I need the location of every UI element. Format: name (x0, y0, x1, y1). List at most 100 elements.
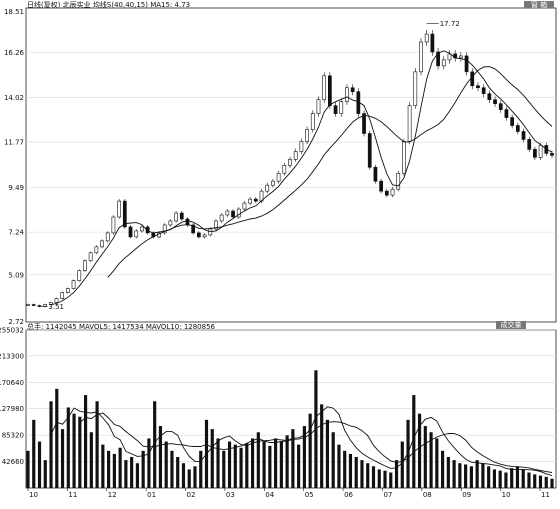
price-candle (162, 224, 167, 234)
volume-bar (383, 470, 387, 488)
volume-bar (487, 466, 491, 488)
volume-bar (250, 438, 255, 488)
volume-bar (216, 438, 220, 488)
volume-bar (141, 450, 145, 488)
volume-tick-label: 255032 (0, 327, 24, 335)
price-candle (333, 105, 338, 114)
price-tick-label: 9.49 (8, 184, 24, 192)
volume-bar (406, 419, 410, 488)
price-candle (168, 220, 173, 226)
price-candle (521, 131, 526, 140)
x-tick-label: 02 (187, 491, 196, 499)
volume-bar (412, 395, 416, 488)
price-candle (225, 210, 230, 216)
price-candle (202, 234, 207, 238)
x-tick-label: 09 (462, 491, 471, 499)
volume-bar (49, 401, 53, 488)
volume-header-text: 总手: 1142045 MAVOL5: 1417534 MAVOL10: 128… (27, 322, 216, 331)
price-candle (128, 226, 133, 238)
volume-bar (37, 441, 42, 488)
window-toggle-button[interactable] (524, 1, 554, 8)
volume-bar (550, 478, 554, 488)
volume-bar (458, 463, 462, 488)
price-tick-label: 18.51 (4, 8, 24, 16)
price-candle (373, 166, 378, 182)
price-candle (197, 232, 201, 238)
price-candle (527, 139, 532, 150)
price-candle (379, 180, 383, 192)
price-candle (236, 208, 241, 218)
price-candle (185, 218, 190, 226)
price-candle (66, 288, 70, 293)
price-candle (276, 172, 281, 182)
price-candle (367, 133, 372, 168)
volume-bar (441, 450, 445, 488)
volume-bar (337, 444, 341, 488)
price-candle (515, 125, 520, 132)
volume-bar (475, 460, 479, 488)
price-candle (481, 87, 486, 95)
volume-bar (515, 466, 520, 488)
price-candle (248, 198, 252, 204)
price-candle (60, 292, 65, 299)
price-candle (282, 164, 287, 174)
volume-bar (533, 474, 537, 488)
volume-bar (498, 470, 502, 488)
volume-indicator-button[interactable] (496, 321, 526, 329)
price-candle (77, 270, 82, 281)
volume-bar (423, 426, 427, 488)
price-candle (174, 212, 178, 222)
price-candle (310, 113, 315, 130)
volume-bar (130, 457, 134, 488)
volume-bar (481, 463, 485, 488)
price-candle (231, 210, 235, 218)
price-candle (498, 103, 503, 110)
volume-bar (389, 472, 393, 488)
volume-bar (176, 457, 180, 488)
price-candle (396, 172, 401, 190)
volume-bar (354, 457, 358, 488)
volume-bar (446, 457, 450, 488)
price-candle (316, 99, 321, 114)
volume-bar (452, 460, 456, 488)
price-candle (419, 41, 423, 73)
x-tick-label: 10 (502, 491, 511, 499)
volume-bar (199, 450, 203, 488)
volume-bar (343, 450, 347, 488)
price-candle (436, 51, 440, 67)
price-candle (424, 33, 429, 43)
x-tick-label: 11 (541, 491, 550, 499)
price-candle (510, 117, 514, 126)
price-candle (111, 216, 116, 234)
volume-bar (66, 407, 70, 488)
price-candle (459, 55, 463, 59)
price-tick-label: 5.09 (8, 271, 24, 279)
price-candle (191, 224, 196, 234)
price-candle (214, 220, 218, 230)
price-candle (487, 93, 492, 100)
volume-bar (400, 441, 404, 488)
price-panel-frame (25, 7, 557, 323)
volume-bar (164, 441, 168, 488)
volume-bar (107, 450, 111, 488)
x-tick-label: 03 (226, 491, 235, 499)
price-candle (219, 214, 224, 222)
x-tick-label: 06 (344, 491, 353, 499)
volume-bar (124, 460, 128, 488)
price-candle (504, 109, 509, 118)
price-candle (54, 298, 59, 303)
volume-tick-label: 127980 (0, 405, 24, 413)
price-tick-label: 11.77 (4, 139, 24, 147)
volume-bar (187, 469, 191, 488)
volume-bar (158, 426, 163, 488)
volume-bar (510, 468, 514, 488)
volume-bar (331, 432, 335, 488)
price-candle (345, 87, 349, 102)
volume-bar (527, 472, 531, 488)
volume-bar (366, 463, 370, 488)
volume-bar (538, 475, 543, 488)
volume-bar (95, 401, 99, 488)
